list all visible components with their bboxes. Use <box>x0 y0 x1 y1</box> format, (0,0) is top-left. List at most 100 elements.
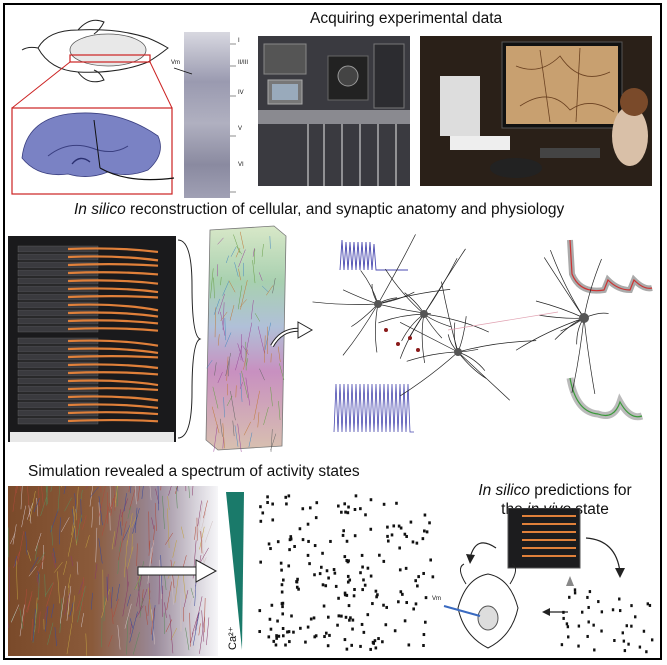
tissue-fiber <box>180 526 185 539</box>
tissue-fiber <box>167 508 170 548</box>
tissue-fiber <box>36 575 40 588</box>
raster-spike <box>321 551 324 555</box>
raster-spike <box>351 618 355 622</box>
raster-spike <box>404 566 408 570</box>
column-fiber <box>223 397 225 418</box>
raster-spike <box>382 502 386 506</box>
raster-spike-small <box>622 639 626 643</box>
tissue-fiber <box>134 574 143 590</box>
raster-spike-small <box>560 643 564 647</box>
raster-spike <box>386 525 389 529</box>
column-fiber <box>258 272 263 281</box>
raster-spike <box>351 627 354 631</box>
raster-spike-small <box>600 629 603 633</box>
tissue-fiber <box>126 594 131 607</box>
raster-spike <box>332 568 336 572</box>
dendrite-branch <box>342 303 379 356</box>
raster-spike <box>290 614 293 618</box>
raster-spike <box>346 574 350 578</box>
vm-label-top: Vm <box>171 60 180 66</box>
tissue-fiber <box>198 623 201 636</box>
column-fiber <box>220 311 226 336</box>
server-cable <box>67 387 159 392</box>
tissue-fiber <box>159 559 163 599</box>
tissue-fiber <box>123 493 127 512</box>
tissue-fiber <box>66 623 73 655</box>
heading-simulation: Simulation revealed a spectrum of activi… <box>28 463 360 480</box>
raster-spike <box>369 498 373 502</box>
raster-spike <box>398 568 402 572</box>
dendrite-branch <box>312 301 379 305</box>
raster-spike <box>282 578 285 582</box>
microscope-photo <box>420 36 652 186</box>
heading-reconstruction: In silico reconstruction of cellular, an… <box>74 201 564 219</box>
column-fiber <box>240 280 248 310</box>
dendrite-branch <box>457 316 467 353</box>
raster-spike <box>416 584 419 588</box>
tissue-fiber <box>11 604 20 623</box>
raster-spike <box>412 607 415 611</box>
raster-spike <box>424 620 427 624</box>
raster-spike <box>347 505 350 509</box>
tissue-fiber <box>38 611 41 634</box>
server-cable <box>67 363 159 370</box>
rat-brain-slice-panel <box>8 8 176 196</box>
tissue-fiber <box>148 540 151 556</box>
tissue-fiber <box>200 547 209 563</box>
raster-spike-small <box>593 648 596 652</box>
column-fiber <box>272 278 276 294</box>
tissue-fiber <box>101 502 111 536</box>
tissue-fiber <box>200 531 203 554</box>
tissue-fiber <box>76 514 82 544</box>
column-fiber <box>213 277 215 299</box>
raster-spike <box>272 639 276 643</box>
tissue-fiber <box>50 486 53 492</box>
tissue-fiber <box>12 486 17 512</box>
tissue-fiber <box>89 486 93 507</box>
raster-spike-small <box>577 644 580 648</box>
raster-spike <box>281 626 285 630</box>
tissue-fiber <box>50 508 59 533</box>
tissue-fiber <box>197 500 202 527</box>
tissue-fiber <box>75 486 79 521</box>
raster-spike <box>353 587 356 591</box>
tissue-fiber <box>13 552 20 569</box>
raster-spike <box>284 643 287 647</box>
tissue-fiber <box>169 614 174 654</box>
tissue-fiber <box>47 622 54 645</box>
raster-spike <box>361 565 364 569</box>
raster-spike <box>386 539 390 543</box>
raster-spike <box>268 617 272 621</box>
column-fiber <box>239 382 243 390</box>
raster-spike-small <box>573 591 577 595</box>
raster-spike <box>337 596 340 600</box>
raster-spike <box>342 529 345 533</box>
column-fiber <box>222 436 224 449</box>
tissue-fiber <box>85 535 90 548</box>
raster-spike <box>385 605 389 609</box>
layer-label-5: V <box>238 126 242 132</box>
column-fiber <box>238 268 241 281</box>
raster-spike <box>350 643 354 647</box>
raster-spike <box>374 646 378 650</box>
raster-spike <box>349 616 352 620</box>
dendrite-branch <box>421 313 425 364</box>
tissue-fiber <box>127 506 132 519</box>
raster-spike <box>374 589 378 593</box>
raster-spike <box>369 527 373 531</box>
column-fiber <box>233 234 241 253</box>
raster-spike-small <box>577 624 581 628</box>
tissue-fiber <box>28 566 37 577</box>
raster-spike <box>288 640 291 644</box>
tissue-fiber <box>101 589 110 618</box>
raster-spike <box>345 647 349 651</box>
tissue-fiber <box>138 588 148 615</box>
column-fiber <box>225 352 232 377</box>
dendrite-branch <box>375 303 379 353</box>
raster-spike <box>275 634 278 638</box>
raster-spike-small <box>648 603 652 607</box>
column-fiber <box>253 390 260 421</box>
raster-spike <box>360 622 364 626</box>
raster-spike <box>295 580 299 584</box>
raster-spike <box>343 638 347 642</box>
